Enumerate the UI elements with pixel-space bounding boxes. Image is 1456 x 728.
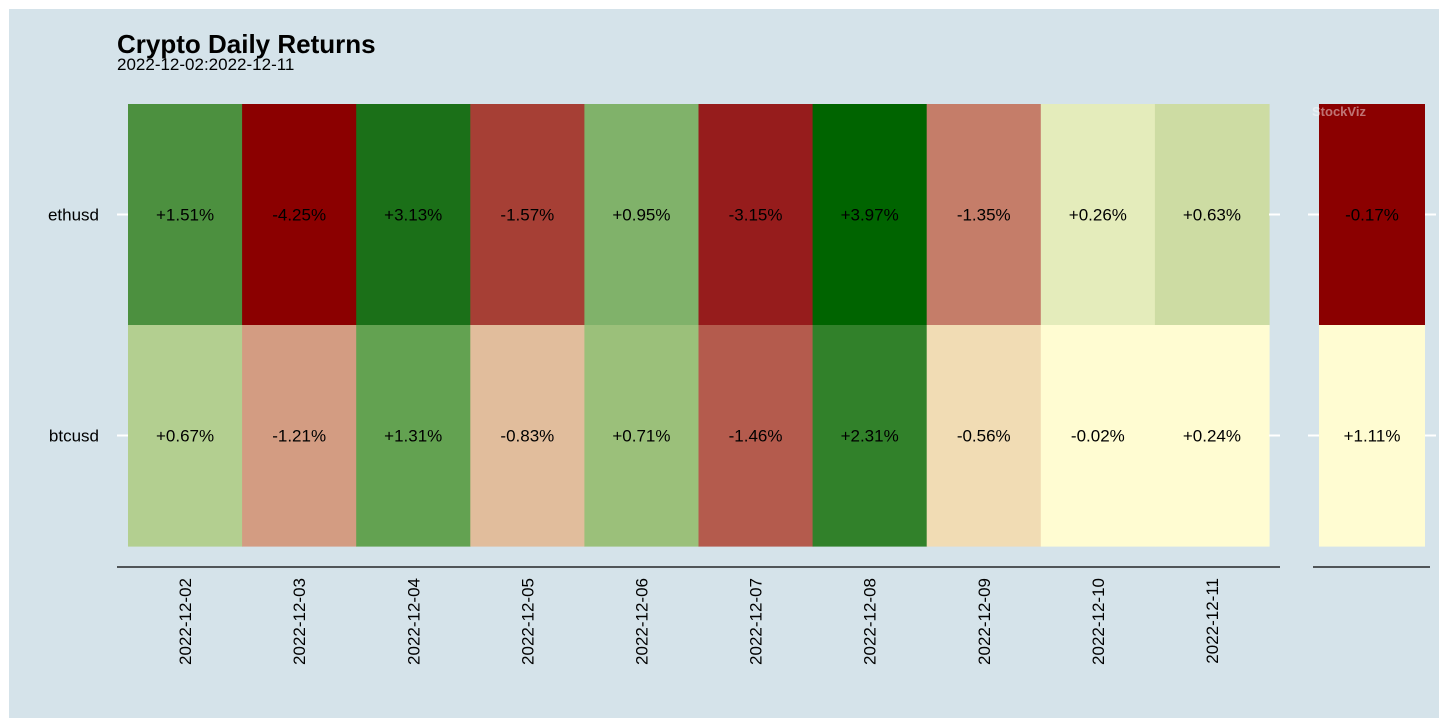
cell-value-label: +0.95% — [612, 206, 670, 225]
heatmap-cell — [926, 104, 1042, 326]
cell-value-label: -0.83% — [500, 427, 554, 446]
x-tick-label: 2022-12-06 — [632, 578, 651, 665]
cell-value-label: -0.02% — [1071, 427, 1125, 446]
cell-value-label: -1.35% — [957, 206, 1011, 225]
heatmap-cell — [356, 104, 471, 326]
cell-value-label: +0.24% — [1183, 427, 1241, 446]
cell-value-label: -4.25% — [272, 206, 326, 225]
x-tick-label: 2022-12-11 — [1203, 578, 1222, 664]
chart-subtitle: 2022-12-02:2022-12-11 — [117, 55, 294, 74]
cell-value-label: -1.57% — [500, 206, 554, 225]
total-cell — [1319, 325, 1425, 547]
cell-value-label: +0.71% — [612, 427, 670, 446]
cell-value-label: +0.63% — [1183, 206, 1241, 225]
total-value-label: +1.11% — [1344, 427, 1401, 446]
cell-value-label: +2.31% — [841, 427, 899, 446]
heatmap-cell — [584, 325, 700, 547]
cell-value-label: +0.26% — [1069, 206, 1127, 225]
main-heatmap: +1.51% -4.25% +3.13% -1.57% +0.95% -3.15% +3.9… — [128, 104, 1270, 547]
x-tick-label: 2022-12-02 — [176, 578, 195, 665]
x-tick-label: 2022-12-04 — [404, 578, 423, 665]
heatmap-cell — [698, 325, 814, 547]
heatmap-cell — [128, 325, 243, 547]
heatmap-cell — [128, 104, 243, 326]
heatmap-cell — [1154, 325, 1270, 547]
cell-value-label: +3.13% — [384, 206, 442, 225]
cell-value-label: -3.15% — [729, 206, 783, 225]
total-value-label: -0.17% — [1345, 206, 1399, 225]
heatmap-cell — [812, 325, 928, 547]
x-tick-label: 2022-12-07 — [747, 578, 766, 665]
cell-value-label: +3.97% — [841, 206, 899, 225]
cell-value-label: +1.31% — [384, 427, 442, 446]
heatmap-cell — [926, 325, 1042, 547]
watermark: StockViz — [1312, 104, 1366, 119]
heatmap-cell — [584, 104, 700, 326]
heatmap-cell — [1040, 325, 1156, 547]
heatmap-cell — [1040, 104, 1156, 326]
heatmap-cell — [356, 325, 471, 547]
x-tick-label: 2022-12-05 — [518, 578, 537, 665]
heatmap-cell — [242, 104, 357, 326]
row-label: btcusd — [49, 427, 99, 446]
row-label: ethusd — [48, 206, 99, 225]
x-tick-label: 2022-12-09 — [975, 578, 994, 665]
x-tick-label: 2022-12-08 — [861, 578, 880, 665]
chart-title: Crypto Daily Returns — [117, 29, 376, 59]
heatmap-cell — [470, 104, 585, 326]
cell-value-label: -1.21% — [272, 427, 326, 446]
heatmap-cell — [242, 325, 357, 547]
x-tick-label: 2022-12-10 — [1089, 578, 1108, 665]
total-heatmap: -0.17% +1.11% — [1319, 104, 1425, 547]
heatmap-cell — [470, 325, 585, 547]
total-cell — [1319, 104, 1425, 326]
heatmap-cell — [812, 104, 928, 326]
heatmap-cell — [1154, 104, 1270, 326]
heatmap-cell — [698, 104, 814, 326]
cell-value-label: -1.46% — [729, 427, 783, 446]
axes: ethusd btcusd 2022-12-02 2022-12-03 2022-12-… — [48, 206, 1436, 665]
cell-value-label: +0.67% — [156, 427, 214, 446]
cell-value-label: +1.51% — [156, 206, 214, 225]
cell-value-label: -0.56% — [957, 427, 1011, 446]
x-tick-label: 2022-12-03 — [290, 578, 309, 665]
